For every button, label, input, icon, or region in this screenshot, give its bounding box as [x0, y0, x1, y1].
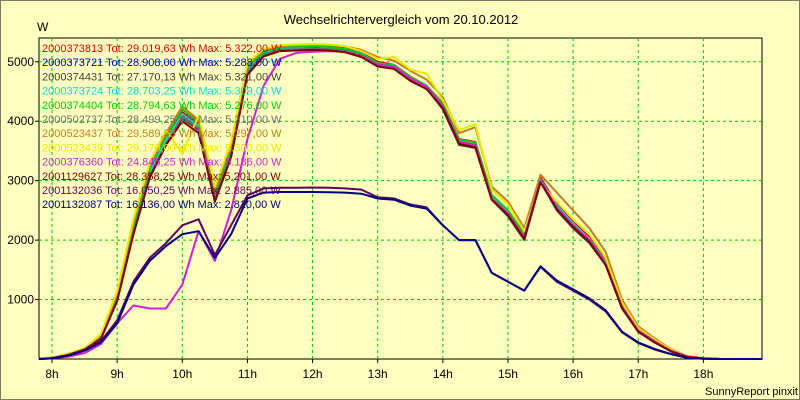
legend-entry: 2001132036 Tot: 16.050,25 Wh Max: 2.885,…: [42, 185, 281, 197]
legend-entry: 2000523439 Tot: 29.170,00 Wh Max: 5.300,…: [42, 142, 282, 154]
y-tick-label: 2000: [7, 233, 34, 247]
x-tick-label: 15h: [498, 367, 518, 381]
series-line: [38, 42, 762, 360]
chart-title: Wechselrichtervergleich vom 20.10.2012: [284, 12, 519, 27]
footer-credit: SunnyReport pinxit: [705, 386, 798, 398]
x-tick-label: 18h: [693, 367, 713, 381]
series-line: [38, 48, 762, 360]
legend-entry: 2000376360 Tot: 24.845,25 Wh Max: 5.186,…: [42, 157, 282, 169]
plot-area: [38, 37, 763, 360]
x-tick-label: 12h: [303, 367, 323, 381]
legend-entry: 2000374404 Tot: 28.794,63 Wh Max: 5.276,…: [42, 100, 282, 112]
series-line: [38, 191, 762, 360]
axes: 8h 9h 10h 11h 12h 13h 14h 15h 16h 17h 18h100020003…: [7, 55, 713, 381]
series-lines: [38, 42, 762, 360]
x-tick-label: 17h: [628, 367, 648, 381]
x-tick-label: 10h: [172, 367, 192, 381]
y-tick-label: 5000: [7, 55, 34, 69]
x-tick-label: 9h: [110, 367, 123, 381]
series-line: [38, 43, 762, 360]
legend-entry: 2000502737 Tot: 28.499,25 Wh Max: 5.210,…: [42, 114, 282, 126]
legend: 2000373813 Tot: 29.019,63 Wh Max: 5.322,…: [42, 43, 282, 211]
y-axis-label: W: [37, 20, 49, 34]
y-tick-label: 3000: [7, 174, 34, 188]
x-tick-label: 16h: [563, 367, 583, 381]
legend-entry: 2001129627 Tot: 28.358,25 Wh Max: 5.201,…: [42, 171, 281, 183]
y-tick-label: 1000: [7, 293, 34, 307]
legend-entry: 2000373721 Tot: 28.908,00 Wh Max: 5.288,…: [42, 57, 282, 69]
x-tick-label: 11h: [238, 367, 257, 381]
legend-entry: 2000373724 Tot: 28.703,25 Wh Max: 5.309,…: [42, 86, 282, 98]
x-tick-label: 8h: [45, 367, 58, 381]
x-tick-label: 13h: [368, 367, 388, 381]
y-tick-label: 4000: [7, 114, 34, 128]
legend-entry: 2000523437 Tot: 29.589,38 Wh Max: 5.297,…: [42, 128, 282, 140]
legend-entry: 2000373813 Tot: 29.019,63 Wh Max: 5.322,…: [42, 43, 282, 55]
x-tick-label: 14h: [433, 367, 453, 381]
legend-entry: 2000374431 Tot: 27.170,13 Wh Max: 5.321,…: [42, 71, 282, 83]
legend-entry: 2001132087 Tot: 16.136,00 Wh Max: 2.810,…: [42, 199, 281, 211]
